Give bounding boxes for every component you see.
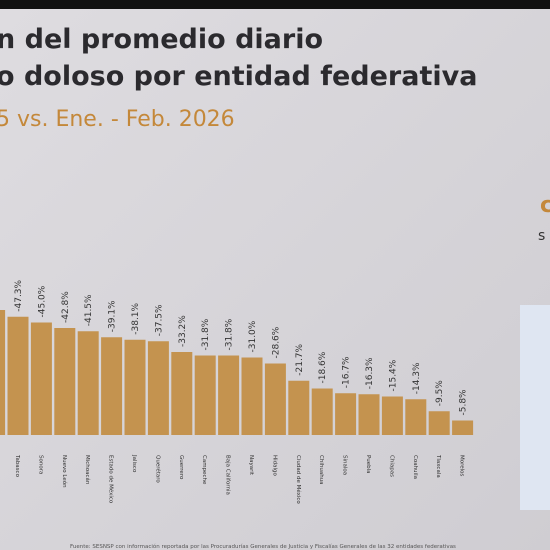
- bar: [194, 355, 216, 435]
- subtitle: 5 vs. Ene. - Feb. 2026: [0, 107, 235, 132]
- value-label: -16.3%: [365, 357, 375, 389]
- x-tick-label: Hidalgo: [271, 455, 277, 477]
- value-label: -47.3%: [14, 279, 24, 311]
- value-label: -14.3%: [412, 362, 422, 394]
- x-tick-label: Chiapas: [388, 455, 394, 477]
- x-tick-label: Tabasco: [14, 454, 20, 478]
- bar: [428, 411, 450, 435]
- bar: [30, 322, 52, 435]
- bar: [77, 331, 99, 435]
- bar: [311, 388, 333, 435]
- bar: [147, 341, 169, 435]
- value-label: -41.5%: [84, 294, 94, 326]
- bar: [264, 363, 286, 435]
- bar: [358, 394, 380, 435]
- bar: [381, 396, 403, 435]
- value-label: -18.6%: [318, 351, 328, 383]
- value-label: -31.8%: [225, 318, 235, 350]
- x-tick-label: Sinaloa: [342, 455, 348, 475]
- bar: [335, 393, 357, 435]
- x-tick-label: Sonora: [37, 455, 43, 474]
- value-label: -38.1%: [131, 302, 141, 334]
- x-tick-label: Querétaro: [154, 455, 161, 483]
- x-tick-label: Puebla: [365, 455, 371, 473]
- screen-edge: [0, 0, 550, 9]
- value-label: -39.1%: [108, 300, 118, 332]
- value-label: -5.8%: [459, 389, 469, 416]
- title-line: n del promedio diario: [0, 24, 323, 55]
- x-tick-label: Coahuila: [412, 455, 418, 479]
- x-tick-label: Nayarit: [248, 455, 254, 476]
- bar: [452, 420, 474, 435]
- bar: [241, 357, 263, 435]
- bar: [7, 316, 29, 435]
- value-label: -33.2%: [178, 315, 188, 347]
- source: Fuente: SESNSP con información reportada…: [70, 543, 456, 550]
- x-tick-label: Nuevo León: [61, 455, 68, 488]
- bar: [405, 399, 427, 435]
- value-label: -45.0%: [37, 285, 47, 317]
- title-line: o doloso por entidad federativa: [0, 61, 477, 92]
- x-tick-label: Estado de México: [108, 455, 115, 504]
- bar: [218, 355, 240, 435]
- side-panel: [520, 305, 550, 510]
- x-tick-label: Ciudad de México: [295, 455, 302, 504]
- bar: [0, 310, 6, 435]
- side-text: c: [540, 193, 550, 218]
- bar: [171, 352, 193, 435]
- value-label: -15.4%: [388, 359, 398, 391]
- value-label: -9.5%: [435, 380, 445, 407]
- x-tick-label: Campeche: [201, 455, 207, 485]
- value-label: -31.8%: [201, 318, 211, 350]
- bar: [101, 337, 123, 435]
- value-label: -16.7%: [342, 356, 352, 388]
- value-label: -21.7%: [295, 343, 305, 375]
- x-tick-label: Baja California: [225, 455, 231, 495]
- bar: [288, 380, 310, 435]
- x-tick-label: Chihuahua: [318, 455, 324, 485]
- bar: [124, 339, 146, 435]
- value-label: -31.0%: [248, 320, 258, 352]
- side-text: s: [538, 228, 545, 244]
- x-tick-label: Guerrero: [178, 455, 184, 480]
- value-label: -42.8%: [61, 291, 71, 323]
- bar: [54, 328, 76, 435]
- x-tick-label: Jalisco: [131, 454, 137, 473]
- x-tick-label: Tlaxcala: [435, 454, 441, 478]
- value-label: -37.5%: [154, 304, 164, 336]
- x-tick-label: Michoacán: [84, 455, 91, 485]
- x-tick-label: Morelos: [459, 455, 465, 477]
- value-label: -28.6%: [271, 326, 281, 358]
